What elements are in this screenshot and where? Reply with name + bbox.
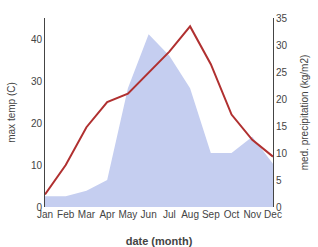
svg-text:max temp (C): max temp (C) bbox=[6, 82, 17, 143]
svg-text:Oct: Oct bbox=[224, 209, 240, 220]
svg-text:date (month): date (month) bbox=[126, 235, 193, 247]
svg-text:5: 5 bbox=[276, 175, 282, 186]
svg-text:0: 0 bbox=[276, 202, 282, 213]
svg-text:Mar: Mar bbox=[78, 209, 96, 220]
svg-text:Sep: Sep bbox=[202, 209, 220, 220]
svg-text:25: 25 bbox=[276, 67, 288, 78]
svg-text:May: May bbox=[118, 209, 137, 220]
svg-text:Jul: Jul bbox=[163, 209, 176, 220]
svg-text:35: 35 bbox=[276, 13, 288, 24]
svg-text:Apr: Apr bbox=[99, 209, 115, 220]
svg-text:med. precipitation (kg/m2): med. precipitation (kg/m2) bbox=[299, 55, 310, 171]
svg-text:30: 30 bbox=[276, 40, 288, 51]
svg-text:Feb: Feb bbox=[57, 209, 75, 220]
svg-text:Jun: Jun bbox=[141, 209, 157, 220]
svg-text:Jan: Jan bbox=[37, 209, 53, 220]
svg-text:0: 0 bbox=[36, 202, 42, 213]
svg-text:20: 20 bbox=[31, 118, 43, 129]
svg-text:10: 10 bbox=[31, 160, 43, 171]
svg-text:30: 30 bbox=[31, 76, 43, 87]
svg-text:Dec: Dec bbox=[264, 209, 282, 220]
svg-text:Nov: Nov bbox=[243, 209, 261, 220]
svg-text:15: 15 bbox=[276, 121, 288, 132]
svg-text:20: 20 bbox=[276, 94, 288, 105]
svg-text:40: 40 bbox=[31, 34, 43, 45]
svg-text:Aug: Aug bbox=[181, 209, 199, 220]
svg-text:10: 10 bbox=[276, 148, 288, 159]
